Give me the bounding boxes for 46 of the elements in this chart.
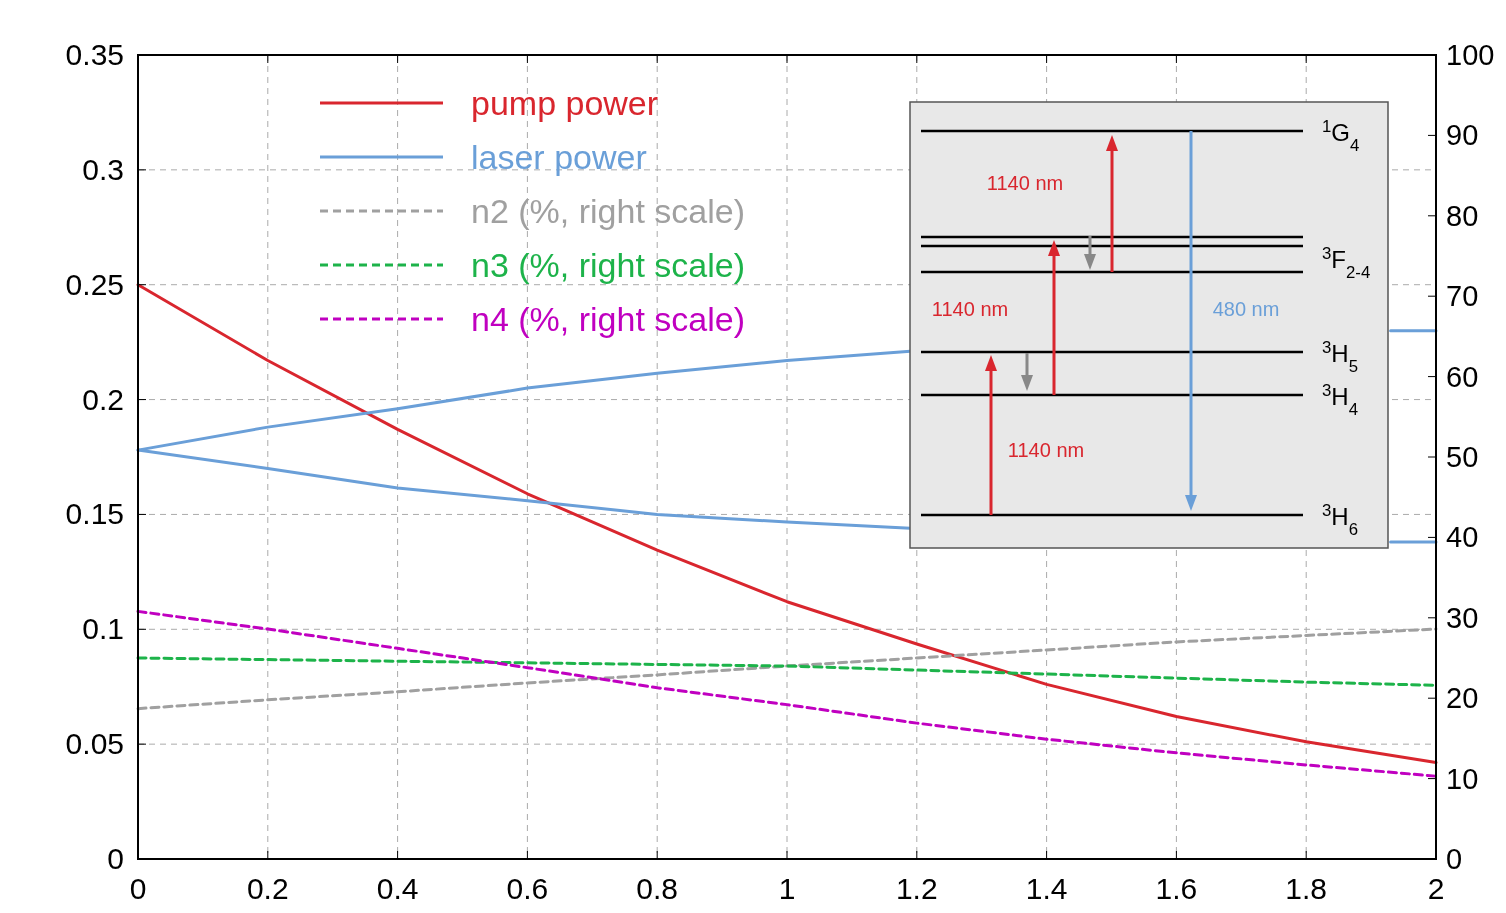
y-tick-label: 0.05 (65, 727, 124, 761)
annotation: $^{1}$G$_{4}$ (1322, 116, 1360, 155)
legend-label: n2 (%, right scale) (471, 192, 745, 230)
line-series (136, 283, 1438, 765)
x-tick-label: 1 (778, 872, 796, 905)
x-tick-label: 2 (1427, 872, 1445, 905)
annotation: $^{3}$F$_{2-4}$ (1322, 243, 1371, 282)
legend-label: pump power (471, 84, 659, 122)
x-tick-label: 1.2 (895, 872, 938, 905)
y-tick-label: 0.15 (65, 497, 124, 531)
annotation: $^{3}$H$_{6}$ (1322, 500, 1359, 539)
y2-tick-label: 70 (1446, 280, 1479, 313)
annotation: 480 nm (1212, 298, 1280, 320)
x-tick-label: 0.2 (246, 872, 289, 905)
annotation: $^{3}$H$_{4}$ (1322, 380, 1359, 419)
y-tick-label: 0.35 (65, 38, 124, 71)
x-tick-label: 0 (129, 872, 147, 905)
annotation: $^{3}$H$_{5}$ (1322, 337, 1359, 376)
y2-tick-label: 10 (1446, 762, 1479, 795)
annotation: 1140 nm (986, 172, 1064, 194)
line-series (136, 609, 1438, 778)
x-tick-label: 1.4 (1025, 872, 1068, 905)
x-tick-label: 0.8 (636, 872, 679, 905)
y2-tick-label: 100 (1446, 39, 1495, 71)
y-tick-label: 0.2 (82, 382, 124, 416)
y2-tick-label: 20 (1446, 682, 1479, 715)
legend-label: n4 (%, right scale) (471, 300, 745, 338)
x-tick-label: 1.6 (1155, 872, 1198, 905)
y-tick-label: 0.1 (82, 612, 124, 646)
y2-tick-label: 50 (1446, 441, 1479, 473)
legend-label: laser power (471, 138, 647, 176)
annotation: 1140 nm (1007, 439, 1085, 461)
y-tick-label: 0.3 (82, 152, 124, 186)
legend-label: n3 (%, right scale) (471, 246, 745, 284)
y2-tick-label: 40 (1446, 521, 1479, 554)
y-tick-label: 0.25 (65, 267, 124, 301)
annotation: 1140 nm (931, 298, 1009, 320)
x-tick-label: 1.8 (1285, 872, 1328, 905)
y2-tick-label: 60 (1446, 360, 1479, 393)
y2-tick-label: 30 (1446, 601, 1479, 634)
x-tick-label: 0.4 (376, 872, 419, 905)
y2-tick-label: 0 (1446, 843, 1463, 875)
y-tick-label: 0 (107, 842, 124, 875)
x-tick-label: 0.6 (506, 872, 549, 905)
y2-tick-label: 90 (1446, 119, 1479, 152)
y2-tick-label: 80 (1446, 199, 1479, 232)
